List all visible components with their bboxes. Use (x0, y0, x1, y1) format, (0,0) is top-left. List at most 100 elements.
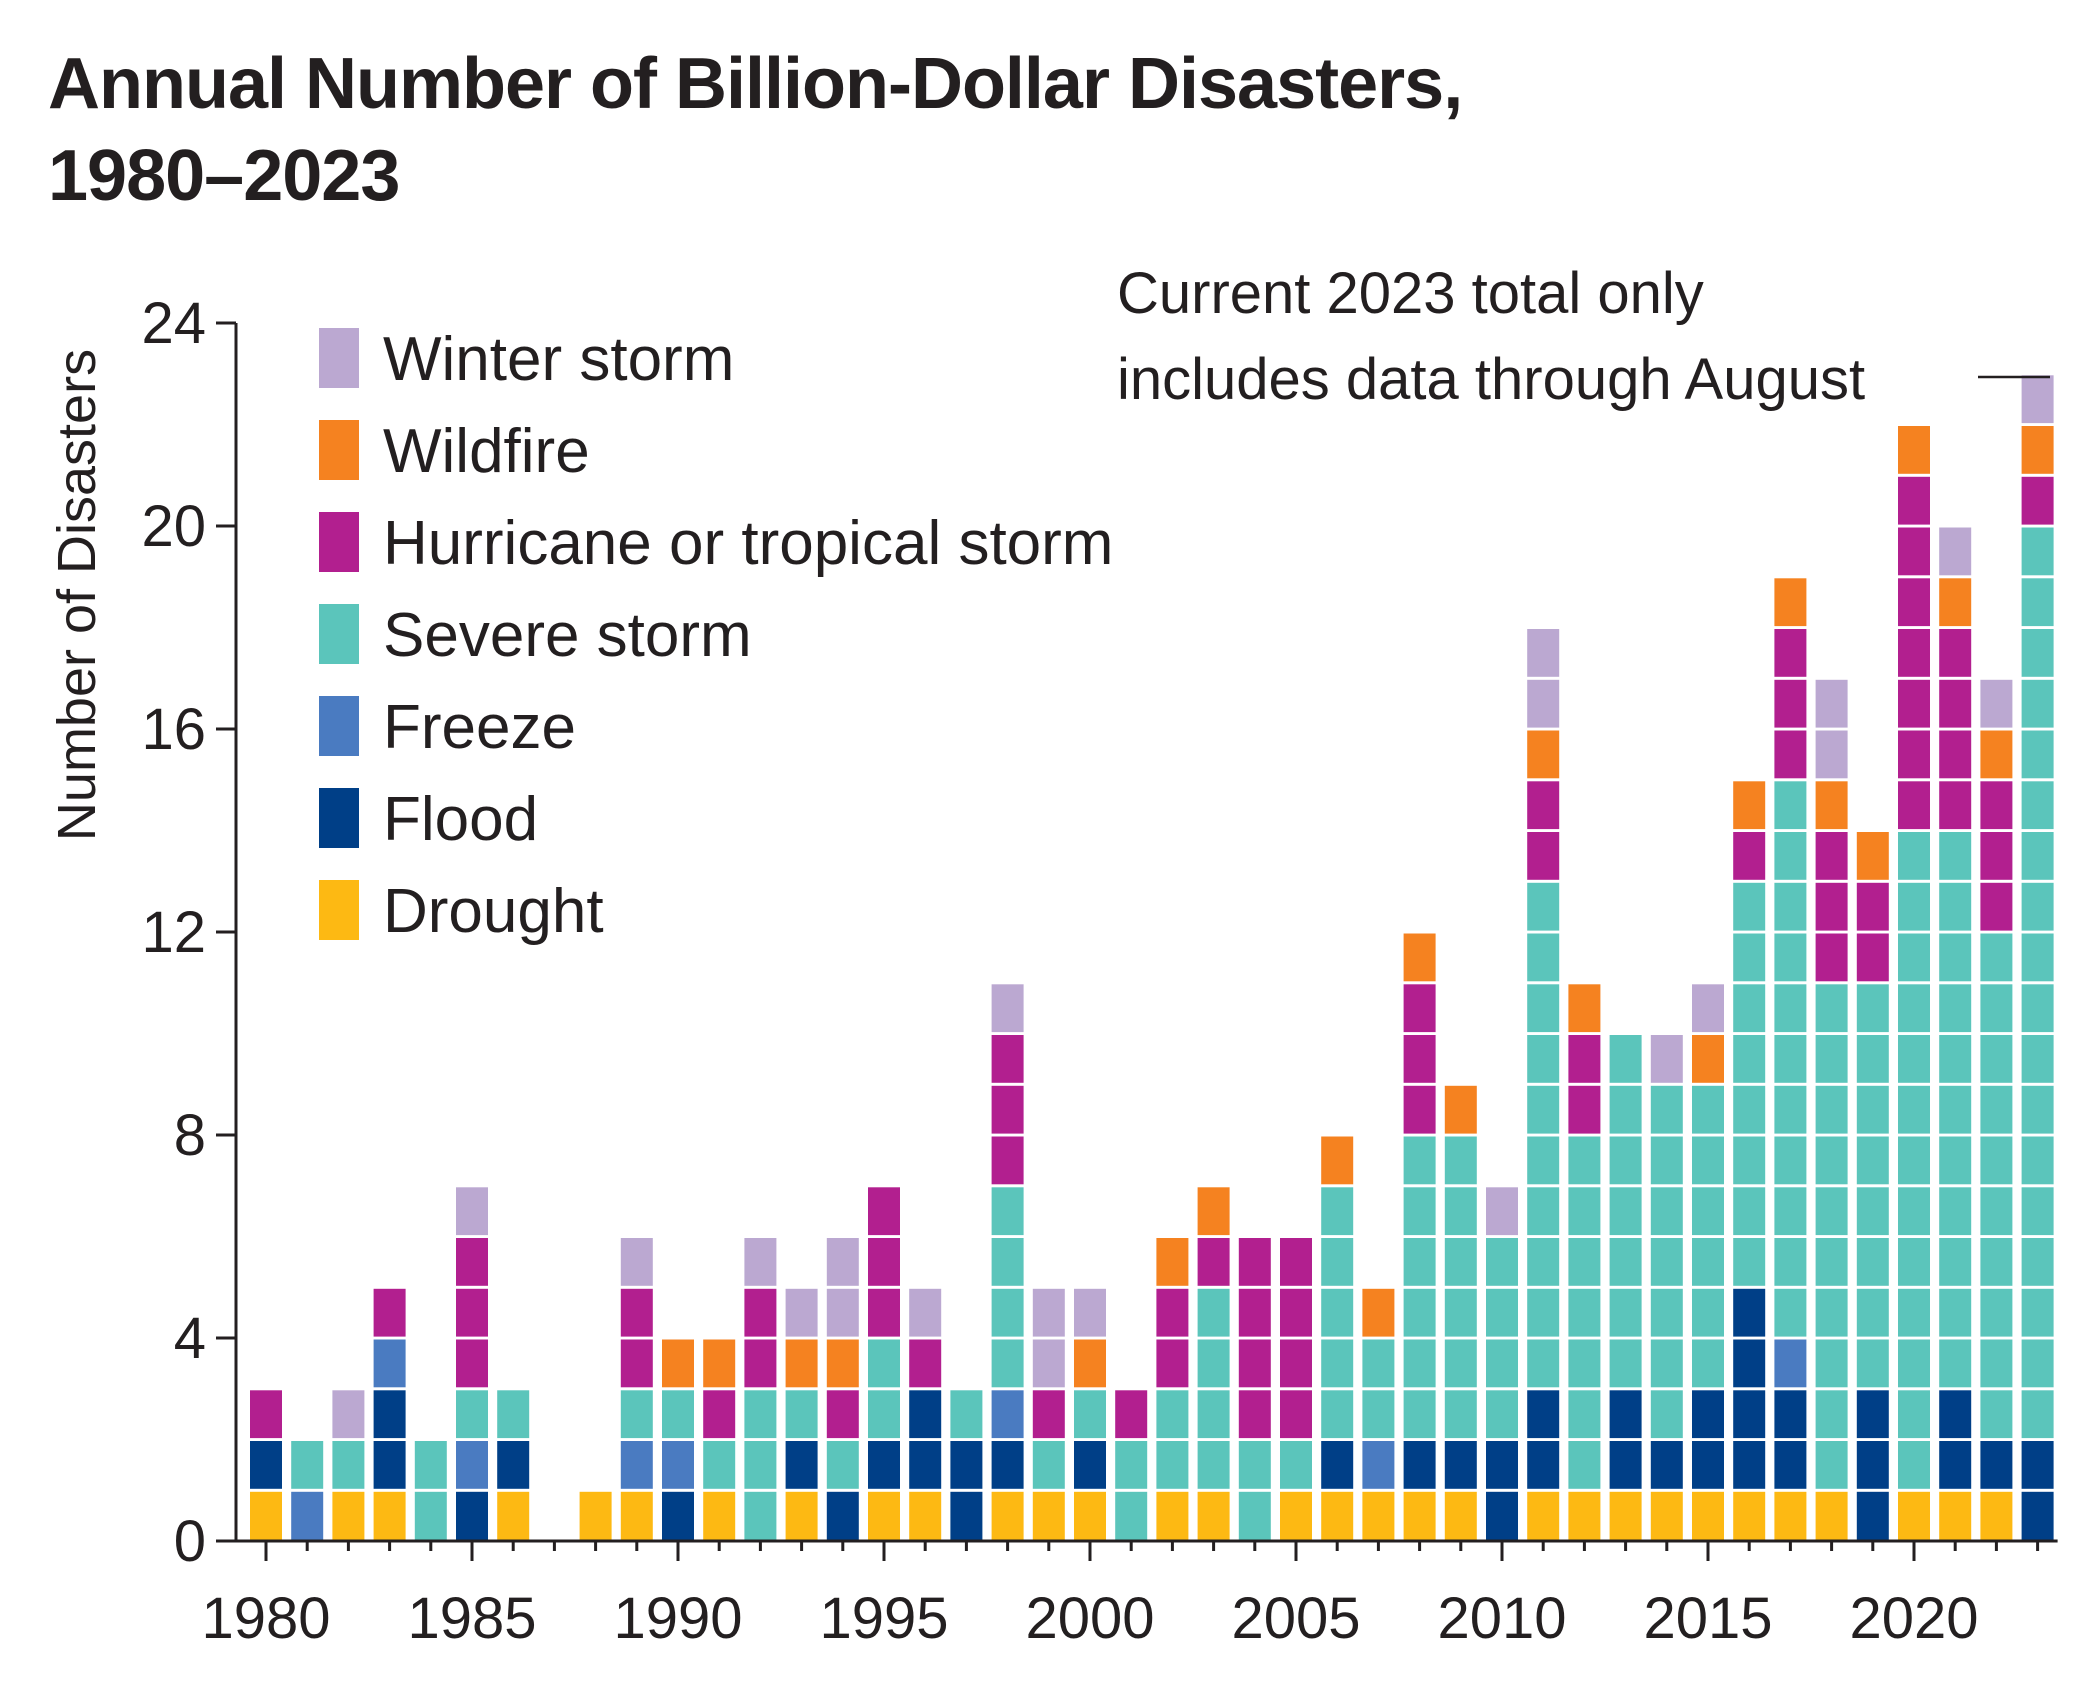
bar-segment (1692, 1136, 1724, 1185)
bar-segment (909, 1339, 942, 1388)
bar-segment (2021, 1339, 2054, 1388)
bar-segment (1980, 1491, 2013, 1540)
bar-segment (1980, 781, 2013, 830)
bar-segment (1939, 629, 1972, 677)
bar-segment (1856, 882, 1889, 931)
bar-segment (620, 1339, 653, 1388)
bar-segment (1939, 1390, 1972, 1439)
bar-segment (1238, 1491, 1271, 1540)
bar-segment (1856, 1187, 1889, 1236)
bar-segment (373, 1441, 406, 1489)
bar-segment (1486, 1441, 1518, 1489)
bar-segment (373, 1390, 406, 1439)
bar-segment (1115, 1441, 1148, 1489)
bar-segment (620, 1491, 653, 1540)
bar-segment (1650, 1288, 1683, 1337)
bar-segment (1939, 1491, 1972, 1540)
bar-segment (1856, 1035, 1889, 1083)
legend-label: Wildfire (383, 417, 590, 486)
bar-segment (744, 1390, 777, 1439)
bar-segment (991, 1238, 1024, 1286)
bar-segment (1609, 1136, 1642, 1185)
bar-segment (1197, 1491, 1230, 1540)
legend-swatch (319, 604, 359, 664)
bar-segment (1898, 1085, 1930, 1134)
bar-segment (1197, 1187, 1230, 1236)
bar-segment (2021, 730, 2054, 779)
bar-segment (1980, 679, 2013, 728)
x-tick-label: 1990 (613, 1586, 742, 1651)
bar-segment (1815, 933, 1848, 982)
bar-segment (1280, 1288, 1312, 1337)
bar-segment (1898, 426, 1930, 474)
bar-segment (1815, 1136, 1848, 1185)
bar-segment (868, 1288, 900, 1337)
bar-segment (744, 1491, 777, 1540)
bar-segment (1898, 679, 1930, 728)
bar-segment (1527, 1441, 1560, 1489)
bar-segment (1939, 882, 1972, 931)
bar-segment (785, 1339, 818, 1388)
bar-segment (909, 1491, 942, 1540)
legend-swatch (319, 788, 359, 848)
bar-segment (1733, 1390, 1766, 1439)
bar-segment (497, 1441, 530, 1489)
bar-segment (1815, 1491, 1848, 1540)
bar-segment (1898, 476, 1930, 525)
bar-segment (1692, 1187, 1724, 1236)
bar-segment (456, 1491, 488, 1540)
bar-segment (1980, 832, 2013, 880)
bar-segment (1733, 781, 1766, 830)
bar-segment (1898, 1288, 1930, 1337)
bar-segment (1156, 1491, 1189, 1540)
bar-segment (1692, 984, 1724, 1033)
bar-segment (1032, 1288, 1065, 1337)
bar-segment (1939, 730, 1972, 779)
bar-segment (1774, 1390, 1807, 1439)
bar-segment (1733, 1491, 1766, 1540)
bar-segment (1486, 1339, 1518, 1388)
bar-segment (414, 1441, 447, 1489)
bar-segment (1362, 1441, 1395, 1489)
bar-segment (1032, 1441, 1065, 1489)
bar-segment (1815, 1339, 1848, 1388)
bar-segment (2021, 629, 2054, 677)
legend-label: Flood (383, 785, 538, 854)
bar-segment (1074, 1288, 1106, 1337)
bars-layer (250, 375, 2054, 1540)
bar-segment (1403, 1288, 1436, 1337)
bar-segment (1856, 1136, 1889, 1185)
bar-segment (1527, 933, 1560, 982)
y-tick-label: 12 (141, 900, 206, 965)
bar-segment (1444, 1441, 1477, 1489)
bar-segment (1733, 1238, 1766, 1286)
bar-segment (1815, 1288, 1848, 1337)
bar-segment (1939, 832, 1972, 880)
bar-segment (373, 1339, 406, 1388)
bar-segment (1939, 1187, 1972, 1236)
bar-segment (785, 1390, 818, 1439)
bar-segment (909, 1441, 942, 1489)
bar-segment (1939, 578, 1972, 627)
bar-segment (2021, 1035, 2054, 1083)
x-tick-label: 2010 (1437, 1586, 1566, 1651)
bar-segment (1692, 1035, 1724, 1083)
bar-segment (1856, 933, 1889, 982)
bar-segment (456, 1441, 488, 1489)
bar-segment (1856, 984, 1889, 1033)
bar-segment (1280, 1339, 1312, 1388)
bar-segment (497, 1390, 530, 1439)
bar-segment (1815, 781, 1848, 830)
bar-segment (1238, 1288, 1271, 1337)
bar-segment (456, 1187, 488, 1236)
bar-segment (1939, 933, 1972, 982)
bar-segment (1527, 1288, 1560, 1337)
bar-segment (662, 1390, 694, 1439)
bar-segment (1856, 1238, 1889, 1286)
bar-segment (1733, 1085, 1766, 1134)
bar-segment (332, 1390, 365, 1439)
bar-segment (1898, 933, 1930, 982)
bar-segment (1898, 882, 1930, 931)
bar-segment (1486, 1288, 1518, 1337)
bar-segment (1939, 781, 1972, 830)
